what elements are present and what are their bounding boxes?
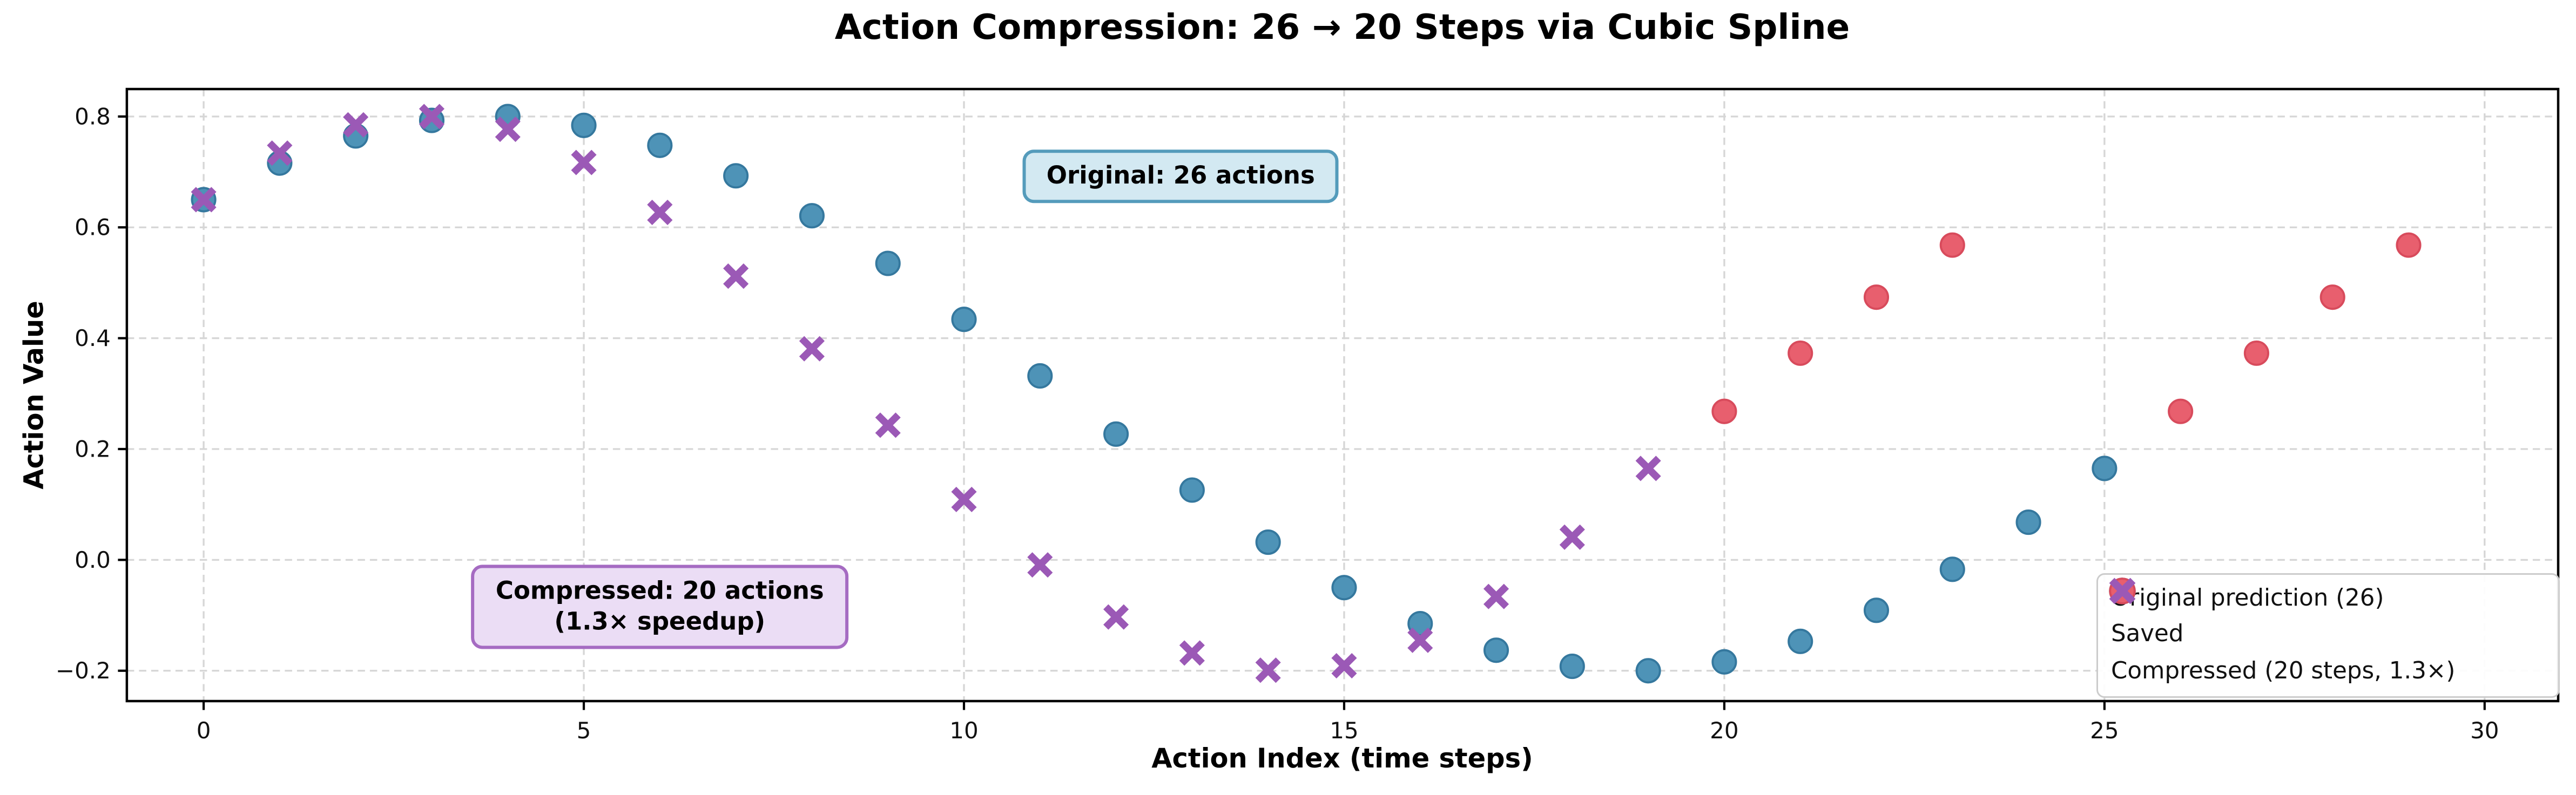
legend-item-label: Saved — [2111, 622, 2184, 649]
data-point — [191, 187, 217, 213]
y-tick-label: 0.2 — [75, 436, 111, 462]
data-point — [1027, 363, 1053, 389]
data-point — [2396, 232, 2422, 258]
gridlines — [126, 89, 2558, 701]
data-point — [647, 132, 673, 158]
x-tick-label: 0 — [197, 717, 211, 744]
data-point — [799, 203, 825, 229]
data-point — [1255, 657, 1281, 683]
data-point — [875, 412, 901, 438]
series-saved — [1711, 232, 2422, 424]
data-point — [1179, 640, 1205, 666]
data-point — [1863, 597, 1890, 623]
data-point — [2243, 340, 2269, 366]
data-point — [1635, 456, 1661, 481]
y-tick-label: −0.2 — [56, 657, 111, 684]
data-point — [723, 163, 749, 189]
series-compressed-20-steps-1-3 — [191, 104, 1661, 683]
data-point — [1788, 340, 1813, 366]
x-tick-label: 15 — [1330, 717, 1358, 744]
data-point — [647, 199, 673, 226]
data-point — [1407, 627, 1433, 653]
chart-title: Action Compression: 26 → 20 Steps via Cu… — [834, 8, 1850, 49]
annotation-compressed-badge: Compressed: 20 actions (1.3× speedup) — [471, 564, 848, 649]
data-point — [1331, 575, 1357, 601]
data-point — [1559, 524, 1585, 550]
data-point — [343, 112, 369, 138]
data-point — [571, 112, 597, 138]
data-point — [1711, 649, 1737, 675]
data-point — [1788, 628, 1813, 654]
data-point — [571, 150, 597, 175]
legend-item: Saved — [2109, 577, 2542, 653]
data-point — [419, 104, 445, 130]
tick-marks — [118, 115, 2486, 710]
data-point — [1255, 529, 1281, 555]
data-point — [1711, 398, 1737, 424]
data-point — [267, 140, 293, 166]
x-tick-label: 10 — [949, 717, 978, 744]
data-point — [1483, 637, 1509, 663]
data-point — [2319, 284, 2345, 310]
tick-labels: 0 5 10 15 20 25 30 −0.2 0.0 0.2 0.4 0.6 0.8 — [56, 103, 2499, 744]
data-point — [1863, 284, 1890, 310]
annotation-original-text: Original: 26 actions — [1046, 160, 1315, 189]
data-point — [1331, 653, 1357, 679]
x-tick-label: 5 — [577, 717, 591, 744]
data-point — [1559, 654, 1585, 680]
x-tick-label: 25 — [2090, 717, 2119, 744]
data-point — [495, 116, 521, 142]
data-point — [2015, 509, 2041, 535]
x-tick-label: 30 — [2470, 717, 2499, 744]
plot-spines — [125, 87, 2560, 703]
y-tick-label: 0.0 — [75, 547, 111, 573]
data-point — [1939, 556, 1965, 582]
legend-item: Original prediction (26) — [2109, 577, 2542, 617]
legend-x-marker-icon — [2109, 577, 2136, 604]
data-point — [1027, 552, 1053, 578]
data-point — [723, 263, 749, 289]
x-axis-label: Action Index (time steps) — [1151, 743, 1533, 774]
data-point — [799, 336, 825, 362]
data-point — [1103, 604, 1129, 630]
data-point — [951, 486, 977, 513]
data-point — [2168, 398, 2194, 424]
data-point — [875, 250, 901, 276]
annotation-compressed-line1: Compressed: 20 actions — [495, 575, 824, 605]
data-point — [1103, 421, 1129, 447]
y-tick-label: 0.4 — [75, 325, 111, 351]
data-point — [1483, 583, 1509, 609]
y-axis-label: Action Value — [18, 301, 50, 490]
legend: Original prediction (26) Saved Compressed … — [2096, 573, 2560, 698]
data-point — [1635, 658, 1661, 684]
annotation-compressed-line2: (1.3× speedup) — [554, 606, 766, 636]
data-point — [1179, 477, 1205, 503]
y-tick-label: 0.6 — [75, 214, 111, 241]
annotation-original-badge: Original: 26 actions — [1022, 148, 1339, 203]
legend-item-label: Original prediction (26) — [2111, 586, 2384, 613]
y-tick-label: 0.8 — [75, 103, 111, 130]
legend-item-label: Compressed (20 steps, 1.3×) — [2111, 658, 2456, 685]
data-point — [951, 307, 977, 332]
data-point — [2092, 456, 2118, 481]
x-tick-label: 20 — [1710, 717, 1738, 744]
legend-item: Compressed (20 steps, 1.3×) — [2109, 577, 2542, 689]
data-point — [1939, 232, 1965, 258]
